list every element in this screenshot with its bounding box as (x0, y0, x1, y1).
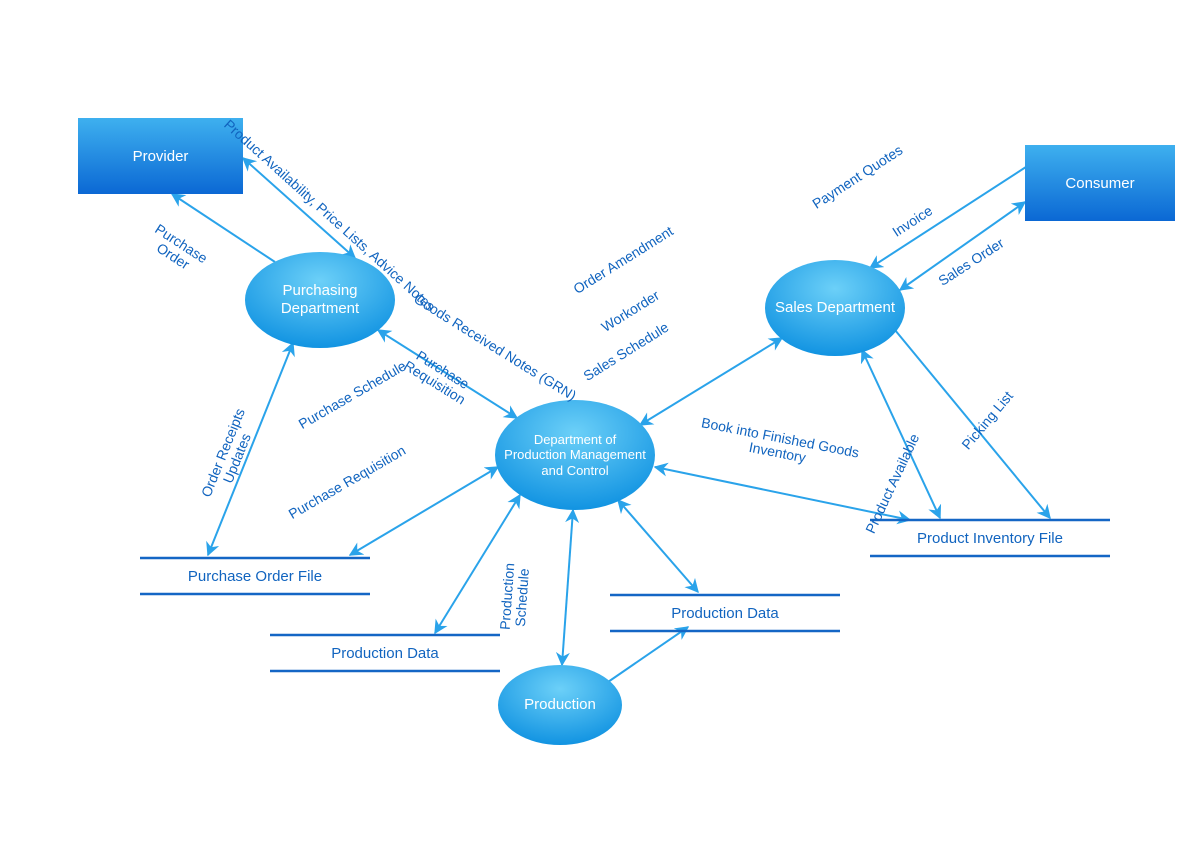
process-sales: Sales Department (765, 260, 905, 356)
flow-line (640, 338, 782, 425)
entity-provider: Provider (78, 118, 243, 194)
datastore-label-pd1: Production Data (270, 635, 500, 671)
flow-line (862, 350, 940, 518)
process-purchasing: Purchasing Department (245, 252, 395, 348)
datastore-label-pif: Product Inventory File (870, 520, 1110, 556)
process-dpmc: Department of Production Management and … (495, 400, 655, 510)
flow-line (562, 510, 573, 665)
entity-consumer: Consumer (1025, 145, 1175, 221)
datastore-label-pof: Purchase Order File (140, 558, 370, 594)
flow-line (243, 158, 355, 258)
process-production: Production (498, 665, 622, 745)
flow-label: ProductionSchedule (498, 563, 533, 632)
flow-line (608, 627, 688, 682)
flow-line (350, 467, 498, 555)
datastore-label-pd2: Production Data (610, 595, 840, 631)
flow-line (618, 500, 698, 592)
